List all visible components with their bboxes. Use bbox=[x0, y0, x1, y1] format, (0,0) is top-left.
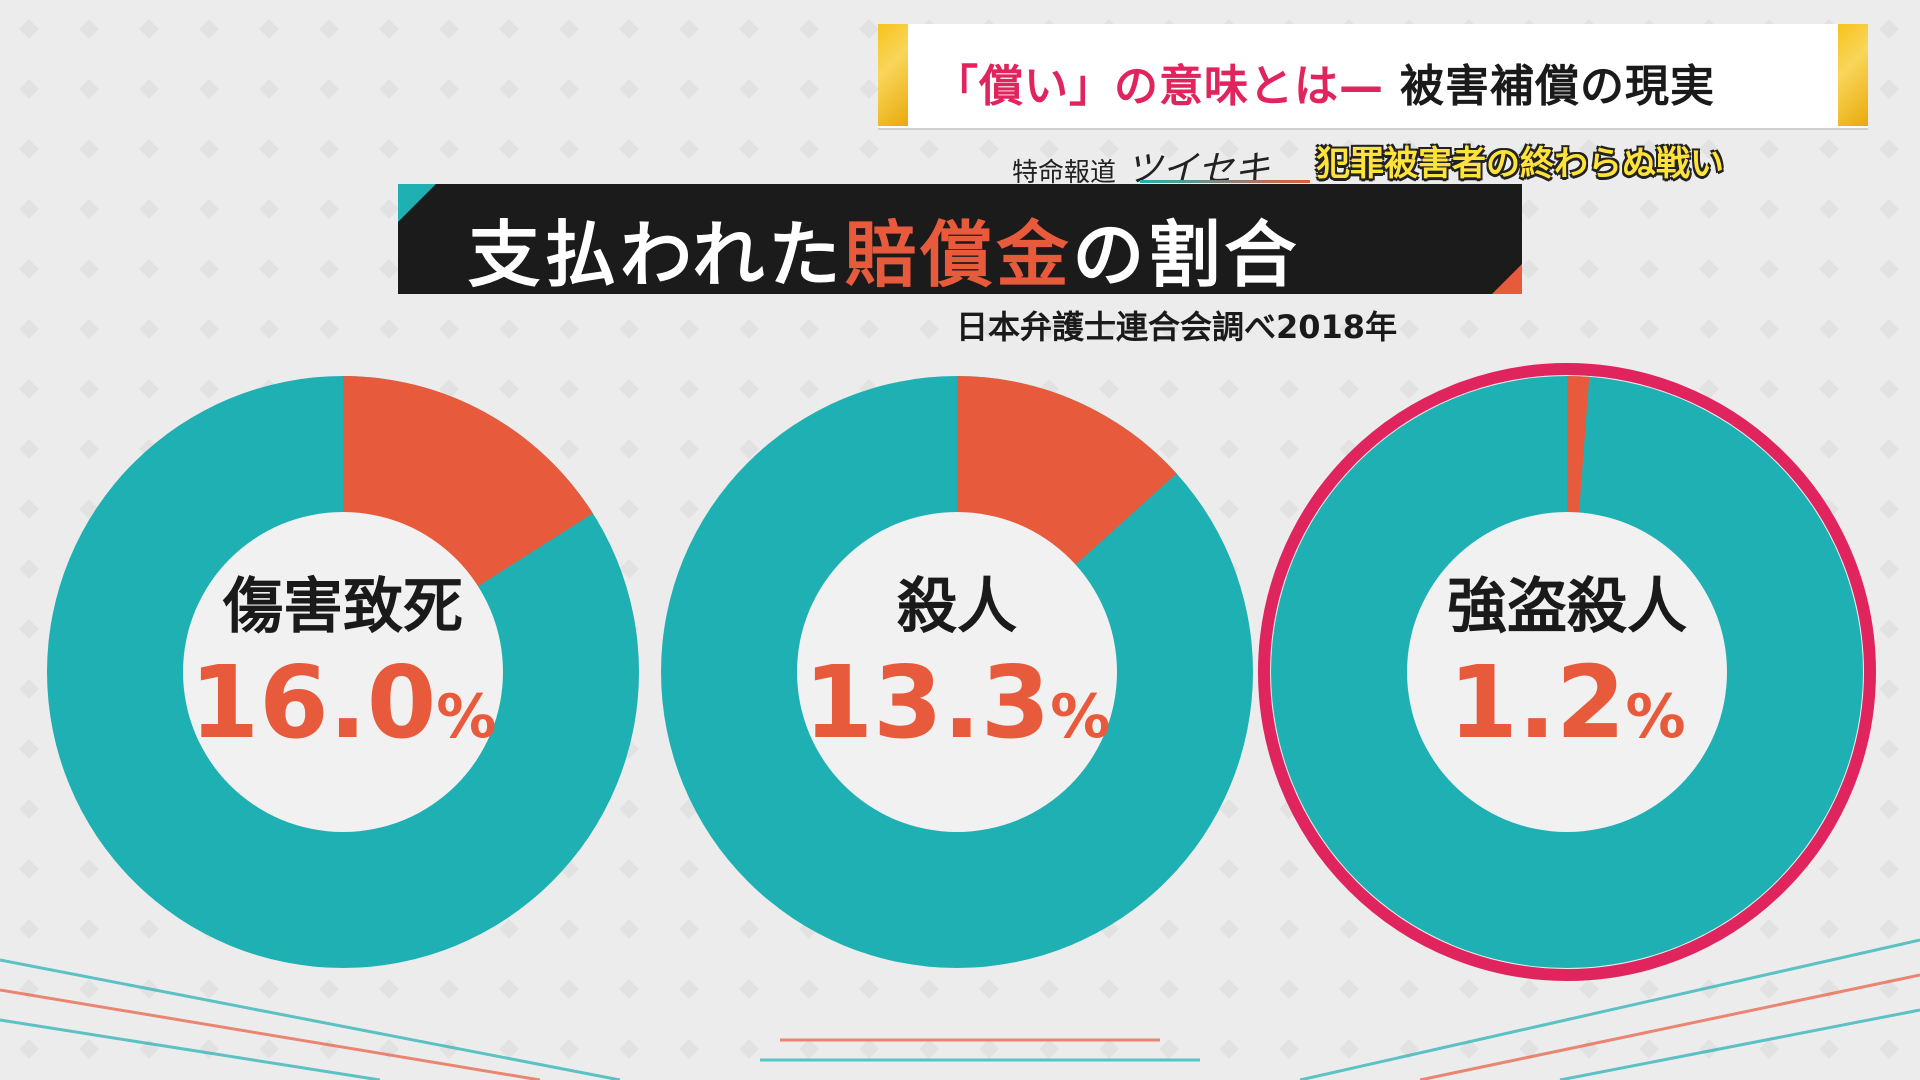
donut-value-unit: % bbox=[436, 682, 496, 752]
donut-value-number: 13.3 bbox=[804, 644, 1051, 761]
donut-value-unit: % bbox=[1626, 682, 1686, 752]
donut-value-number: 1.2 bbox=[1448, 644, 1625, 761]
donut-category-label: 強盗殺人 bbox=[1447, 572, 1687, 642]
donut-value-unit: % bbox=[1050, 682, 1110, 752]
donut-category-label: 殺人 bbox=[897, 572, 1017, 642]
donut-value-number: 16.0 bbox=[190, 644, 437, 761]
donut-category-label: 傷害致死 bbox=[222, 572, 463, 642]
